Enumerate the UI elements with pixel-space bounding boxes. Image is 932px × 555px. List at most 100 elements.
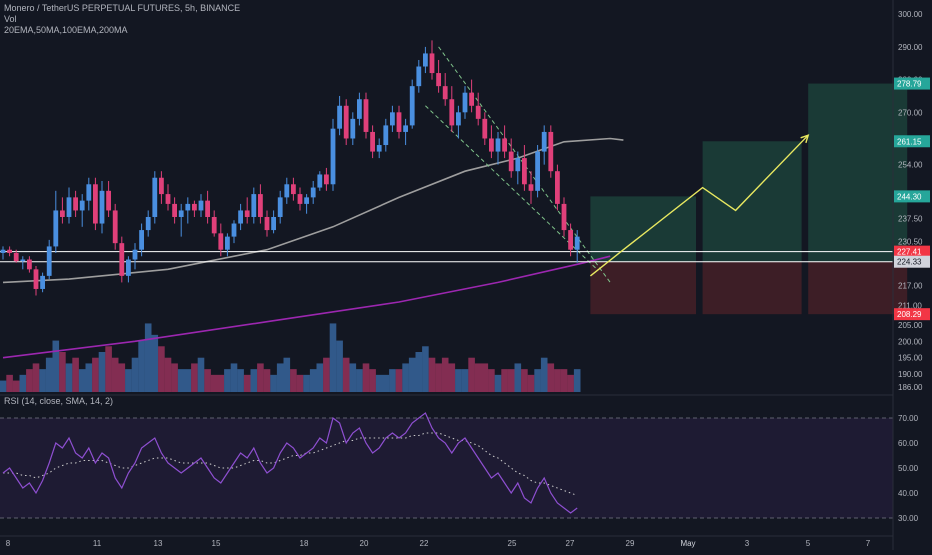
candle-body bbox=[541, 131, 547, 152]
volume-bar bbox=[375, 374, 383, 392]
time-tick-label: 7 bbox=[866, 539, 871, 548]
candle-body bbox=[343, 105, 349, 139]
candle-body bbox=[126, 259, 131, 276]
volume-bar bbox=[217, 374, 225, 392]
volume-bar bbox=[554, 369, 561, 392]
volume-bar bbox=[224, 369, 231, 392]
rsi-label: RSI (14, close, SMA, 14, 2) bbox=[4, 396, 114, 406]
candle-body bbox=[297, 194, 303, 204]
volume-bar bbox=[171, 363, 178, 392]
volume-bar bbox=[39, 369, 46, 392]
price-tick-label: 237.50 bbox=[898, 215, 923, 224]
candle-body bbox=[33, 269, 39, 289]
volume-bar bbox=[408, 357, 416, 392]
candle-body bbox=[317, 174, 323, 188]
candle-body bbox=[310, 187, 316, 198]
candle-body bbox=[79, 200, 85, 211]
volume-bar bbox=[19, 374, 27, 392]
volume-bar bbox=[131, 357, 139, 392]
candle-body bbox=[165, 194, 171, 204]
price-tag-label: 224.33 bbox=[897, 258, 922, 267]
candle-body bbox=[178, 210, 184, 217]
time-tick-label: 15 bbox=[212, 539, 221, 548]
volume-bar bbox=[276, 363, 284, 392]
volume-bar bbox=[422, 346, 429, 392]
volume-bar bbox=[455, 369, 462, 392]
time-tick-label: 5 bbox=[806, 539, 811, 548]
price-tick-label: 290.00 bbox=[898, 43, 923, 52]
trade-zones bbox=[590, 83, 908, 315]
ma50-line bbox=[2, 137, 624, 284]
volume-bar bbox=[534, 369, 541, 392]
time-tick-label: 25 bbox=[508, 539, 517, 548]
volume-bar bbox=[323, 357, 330, 392]
volume-bar bbox=[441, 357, 449, 392]
candle-body bbox=[159, 177, 164, 195]
candle-body bbox=[73, 197, 78, 211]
candle-body bbox=[324, 174, 329, 185]
volume-bar bbox=[527, 374, 535, 392]
rsi-tick-label: 70.00 bbox=[898, 414, 919, 423]
candle-body bbox=[515, 158, 521, 172]
volume-bar bbox=[501, 369, 508, 392]
volume-bar bbox=[316, 363, 324, 392]
volume-bar bbox=[52, 340, 60, 392]
projection-path bbox=[589, 134, 810, 277]
volume-bar bbox=[45, 357, 53, 392]
volume-bar bbox=[521, 369, 528, 392]
candle-body bbox=[561, 203, 567, 231]
volume-bar bbox=[204, 369, 211, 392]
time-tick-label: May bbox=[680, 539, 695, 548]
volume-bar bbox=[151, 334, 159, 392]
candle-body bbox=[376, 145, 382, 152]
ma-label: 20EMA,50MA,100EMA,200MA bbox=[4, 25, 128, 35]
candle-body bbox=[548, 131, 554, 172]
candle-body bbox=[7, 249, 12, 253]
candle-body bbox=[409, 86, 415, 126]
volume-bar bbox=[270, 374, 277, 392]
time-tick-label: 11 bbox=[93, 539, 102, 548]
candle-body bbox=[86, 184, 92, 201]
volume-bar bbox=[402, 363, 409, 392]
candle-body bbox=[442, 86, 448, 100]
candle-body bbox=[475, 105, 481, 119]
volume-bar bbox=[362, 363, 370, 392]
volume-bar bbox=[290, 369, 297, 392]
volume-bar bbox=[507, 369, 515, 392]
volume-bar bbox=[243, 374, 251, 392]
volume-bar bbox=[448, 363, 456, 392]
time-axis[interactable]: 8 11 13 15 18 20 22 25 27 29 May 3 5 7 bbox=[0, 535, 893, 548]
candle-body bbox=[172, 203, 177, 217]
price-axis[interactable]: 186.00 190.00 195.00 200.00 205.00 211.00 217.… bbox=[892, 0, 930, 550]
candle-body bbox=[528, 184, 534, 191]
price-tick-label: 211.00 bbox=[898, 301, 922, 310]
price-tag bbox=[894, 135, 930, 148]
volume-bar bbox=[283, 357, 291, 392]
rsi-tick-label: 40.00 bbox=[898, 489, 919, 498]
candle-body bbox=[192, 203, 197, 211]
volume-bar bbox=[144, 323, 152, 392]
price-tag-label: 261.15 bbox=[897, 137, 922, 146]
volume-bar bbox=[382, 374, 390, 392]
price-tag-label: 208.29 bbox=[897, 310, 922, 319]
chart-title: Monero / TetherUS PERPETUAL FUTURES, 5h,… bbox=[4, 3, 241, 13]
candle-body bbox=[555, 171, 560, 204]
volume-bar bbox=[125, 369, 132, 392]
candle-body bbox=[60, 210, 65, 217]
volume-bar bbox=[395, 369, 403, 392]
time-tick-label: 20 bbox=[360, 539, 369, 548]
candle-body bbox=[27, 259, 32, 270]
candle-body bbox=[211, 216, 217, 234]
time-tick-label: 22 bbox=[420, 539, 429, 548]
candle-body bbox=[350, 118, 356, 139]
price-tick-label: 217.00 bbox=[898, 282, 923, 291]
volume-bar bbox=[435, 363, 442, 392]
candle-body bbox=[482, 118, 488, 139]
time-tick-label: 8 bbox=[6, 539, 11, 548]
candle-body bbox=[132, 249, 138, 260]
candle-body bbox=[106, 190, 111, 211]
price-tag-label: 244.30 bbox=[897, 192, 922, 201]
price-tag-label: 227.41 bbox=[897, 248, 922, 257]
